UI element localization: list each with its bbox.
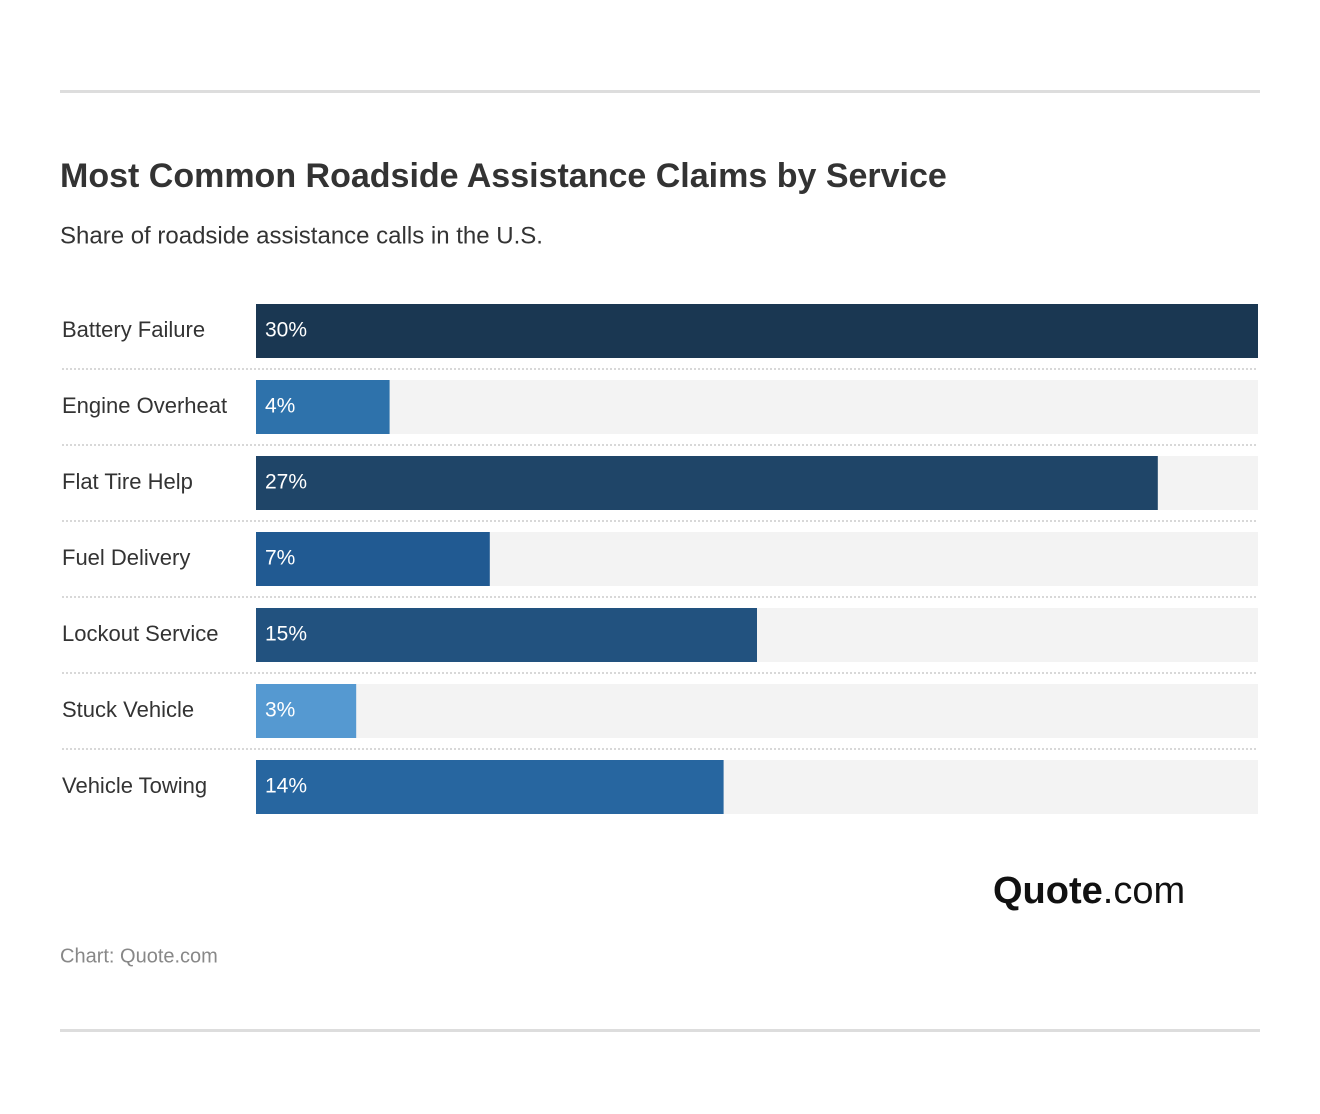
category-label: Engine Overheat	[62, 393, 227, 418]
value-label: 14%	[265, 775, 307, 798]
category-label: Fuel Delivery	[62, 545, 190, 570]
bar	[256, 608, 757, 662]
logo-bold: Quote	[993, 870, 1103, 912]
bar	[256, 684, 357, 738]
bar	[256, 456, 1158, 510]
bar	[256, 380, 390, 434]
value-label: 4%	[265, 395, 295, 418]
value-label: 3%	[265, 699, 295, 722]
category-label: Stuck Vehicle	[62, 697, 194, 722]
category-label: Flat Tire Help	[62, 469, 193, 494]
logo: Quote.com	[993, 870, 1185, 912]
chart-subtitle: Share of roadside assistance calls in th…	[60, 222, 543, 249]
bar	[256, 760, 724, 814]
value-label: 7%	[265, 547, 295, 570]
top-rule	[60, 90, 1260, 93]
value-label: 15%	[265, 623, 307, 646]
value-label: 27%	[265, 471, 307, 494]
bar	[256, 532, 490, 586]
source: Chart: Quote.com	[60, 945, 218, 967]
bar	[256, 304, 1258, 358]
bar-track	[256, 684, 1258, 738]
bar-track	[256, 380, 1258, 434]
category-label: Vehicle Towing	[62, 773, 207, 798]
chart-title: Most Common Roadside Assistance Claims b…	[60, 157, 947, 195]
value-label: 30%	[265, 319, 307, 342]
logo-regular: .com	[1103, 870, 1185, 912]
bottom-rule	[60, 1029, 1260, 1032]
category-label: Lockout Service	[62, 621, 219, 646]
category-label: Battery Failure	[62, 317, 205, 342]
